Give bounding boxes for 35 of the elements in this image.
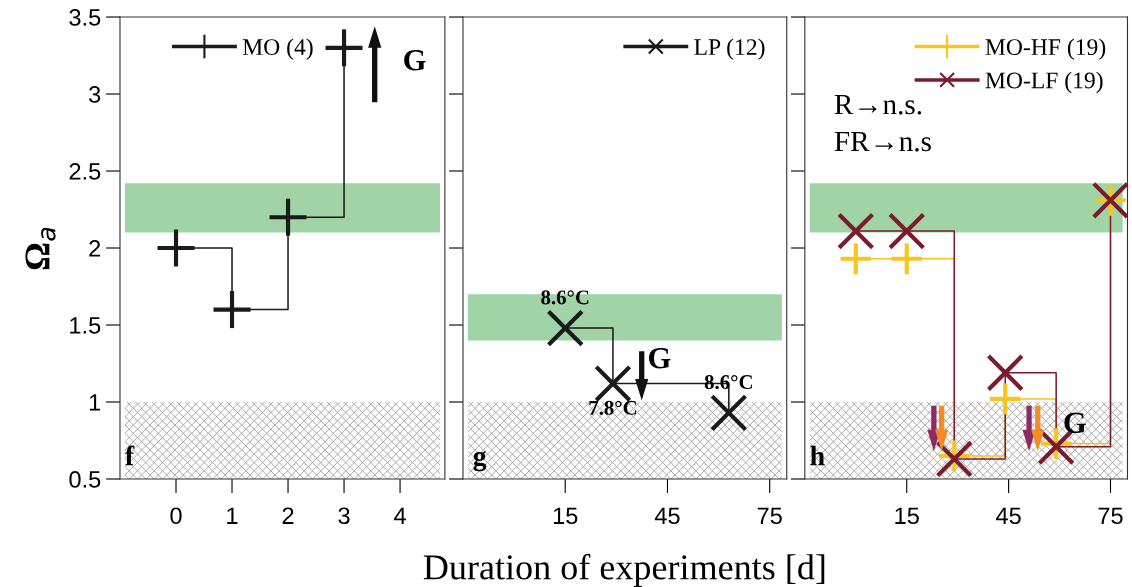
- y-tick-label: 2: [89, 240, 101, 257]
- x-tick-label: 45: [996, 507, 1021, 525]
- x-tick-label: 15: [895, 507, 919, 525]
- x-tick-label: 15: [553, 507, 578, 525]
- x-axis-title: Duration of experiments [d]: [423, 553, 825, 587]
- annotation: 8.6°C: [541, 290, 589, 305]
- y-axis-title: Ω$_{a}$: [25, 227, 56, 270]
- annotation: FR→n.s: [834, 131, 931, 152]
- x-tick-label: 4: [394, 507, 406, 524]
- y-tick-label: 1.5: [70, 317, 101, 334]
- legend-label: MO-HF (19): [985, 38, 1106, 60]
- y-tick-label: 3: [89, 86, 101, 103]
- x-tick-label: 75: [1098, 507, 1123, 525]
- x-tick-label: 2: [282, 507, 294, 524]
- annotation: R→n.s.: [834, 94, 922, 115]
- legend-label: MO-LF (19): [985, 71, 1103, 94]
- annotation: g: [473, 450, 487, 472]
- annotation: h: [810, 445, 825, 466]
- annotation: G: [649, 347, 671, 369]
- y-tick-label: 1: [89, 394, 101, 411]
- y-tick-label: 0.5: [69, 471, 101, 488]
- annotation: 7.8°C: [589, 400, 637, 415]
- x-tick-label: 45: [654, 507, 680, 525]
- annotation: G: [1064, 412, 1086, 434]
- x-tick-label: 1: [227, 507, 238, 524]
- legend-label: MO (4): [242, 38, 313, 60]
- y-tick-label: 3.5: [69, 9, 101, 26]
- legend-label: LP (12): [694, 38, 765, 60]
- annotation: f: [125, 445, 135, 466]
- x-tick-label: 3: [338, 507, 350, 525]
- x-tick-label: 0: [170, 507, 182, 525]
- annotation: 8.6°C: [704, 375, 752, 390]
- y-tick-label: 2.5: [69, 163, 101, 180]
- x-tick-label: 75: [757, 507, 782, 525]
- annotation: G: [404, 49, 426, 71]
